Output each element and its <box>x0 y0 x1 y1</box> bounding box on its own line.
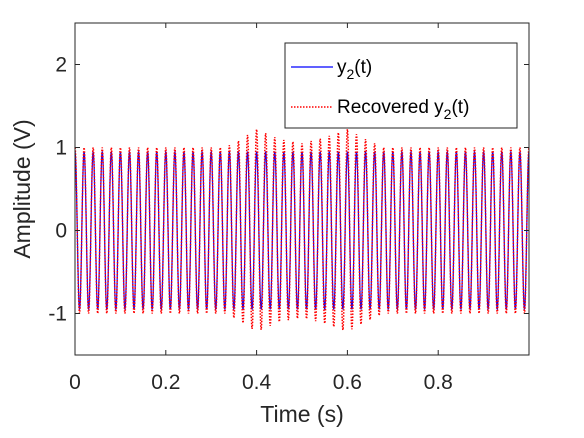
x-tick-label: 0.4 <box>242 371 272 394</box>
y-tick-label: -1 <box>48 303 67 326</box>
series-line-recovered-y2 <box>74 129 530 331</box>
x-axis-label: Time (s) <box>260 401 343 427</box>
ticks-layer: 0 0.2 0.4 0.6 0.8 -1 0 1 2 <box>48 23 529 394</box>
legend-box <box>284 42 518 129</box>
legend-entry-label: Recovered y2(t) <box>337 97 469 122</box>
axes-box <box>74 22 530 356</box>
y-axis-label: Amplitude (V) <box>9 119 35 258</box>
y-tick-label: 2 <box>55 54 67 77</box>
y-tick-label: 0 <box>55 220 67 243</box>
x-tick-label: 0.8 <box>424 371 453 394</box>
legend-entry-label: y2(t) <box>337 57 372 82</box>
x-tick-label: 0.6 <box>333 371 362 394</box>
y-tick-label: 1 <box>55 137 67 160</box>
x-tick-label: 0.2 <box>151 371 180 394</box>
x-tick-label: 0 <box>69 371 81 394</box>
series-layer <box>74 129 530 331</box>
legend: y2(t) Recovered y2(t) <box>284 42 518 129</box>
